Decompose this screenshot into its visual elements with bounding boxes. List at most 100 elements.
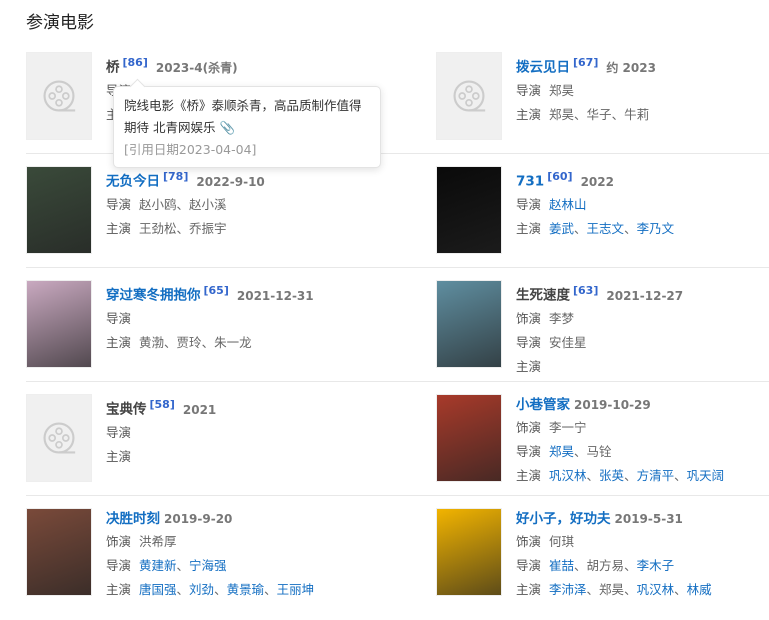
release-date: 2019-9-20: [164, 512, 233, 526]
movie-poster[interactable]: [26, 166, 92, 254]
link-icon[interactable]: 📎: [219, 120, 236, 135]
release-date: 2021-12-31: [236, 288, 314, 303]
reference-link[interactable]: [78]: [163, 170, 189, 183]
person-actors: 贾玲: [176, 334, 202, 350]
release-date: 2019-5-31: [614, 512, 683, 526]
role-line: 饰演 何琪: [516, 530, 712, 554]
role-label: 饰演: [516, 534, 542, 549]
reference-link[interactable]: [86]: [122, 56, 148, 69]
person-director: 胡方易: [586, 558, 625, 573]
person-actors[interactable]: 巩汉林: [549, 468, 587, 483]
film-reel-icon: [26, 394, 92, 482]
movie-poster[interactable]: [436, 280, 502, 368]
movie-poster[interactable]: [436, 394, 502, 482]
movie-poster[interactable]: [26, 508, 92, 596]
movie-title[interactable]: 731: [516, 173, 545, 190]
person-actors: 郑昊: [549, 106, 575, 122]
director-label: 导演: [516, 196, 542, 212]
person-director[interactable]: 郑昊: [549, 444, 575, 459]
person-actors[interactable]: 王志文: [586, 220, 625, 236]
actors-label: 主演: [106, 448, 132, 464]
separator: 、: [176, 558, 190, 573]
reference-link[interactable]: [67]: [573, 56, 599, 69]
person-director[interactable]: 黄建新: [139, 558, 177, 573]
film-reel-icon: [26, 52, 92, 140]
actors-label: 主演: [516, 468, 542, 483]
actors-line: 主演 姜武、王志文、李乃文: [516, 217, 674, 241]
movie-item: 小巷管家 2019-10-29 饰演 李一宁 导演 郑昊、马铨 主演 巩汉林、张英、方清平、…: [436, 394, 769, 495]
movie-item: 穿过寒冬拥抱你 [65] 2021-12-31 导演 主演 黄渤、贾玲、朱一龙: [26, 280, 436, 381]
separator: 、: [624, 468, 637, 483]
movie-item: 731 [60] 2022 导演 赵林山 主演 姜武、王志文、李乃文: [436, 166, 769, 267]
person-actors: 朱一龙: [214, 334, 252, 350]
reference-link[interactable]: [60]: [547, 170, 573, 183]
person-role: 何琪: [549, 534, 575, 549]
role-line: 饰演 李梦: [516, 307, 683, 331]
movie-title[interactable]: 小巷管家: [516, 397, 570, 413]
person-director: 安佳星: [549, 334, 587, 350]
movie-title: 生死速度: [516, 287, 570, 304]
person-actors[interactable]: 方清平: [636, 468, 675, 483]
person-director: 马铨: [586, 444, 612, 459]
person-actors[interactable]: 李沛泽: [549, 582, 587, 597]
actors-line: 主演: [516, 355, 683, 379]
release-date: 2021-12-27: [606, 288, 684, 303]
person-actors[interactable]: 王丽坤: [276, 582, 315, 597]
release-date: 2023-4(杀青): [155, 60, 238, 75]
film-reel-icon: [436, 52, 502, 140]
actors-label: 主演: [516, 358, 542, 374]
reference-link[interactable]: [58]: [149, 398, 175, 411]
reference-link[interactable]: [63]: [573, 284, 599, 297]
movie-poster[interactable]: [436, 508, 502, 596]
separator: 、: [176, 220, 190, 236]
director-label: 导演: [106, 424, 132, 440]
release-date: 2019-10-29: [574, 398, 651, 412]
reference-link[interactable]: [65]: [203, 284, 229, 297]
movie-row: 无负今日 [78] 2022-9-10 导演 赵小鸥、赵小溪 主演 王劲松、乔振宇 731…: [26, 154, 769, 268]
person-role: 洪希厚: [139, 534, 177, 549]
actors-label: 主演: [106, 582, 132, 597]
separator: 、: [624, 558, 637, 573]
separator: 、: [176, 582, 190, 597]
role-line: 饰演 洪希厚: [106, 530, 314, 554]
person-actors[interactable]: 黄景瑜: [226, 582, 265, 597]
separator: 、: [201, 334, 215, 350]
person-actors[interactable]: 唐国强: [139, 582, 177, 597]
movie-title[interactable]: 无负今日: [106, 173, 160, 190]
role-label: 饰演: [106, 534, 132, 549]
person-actors[interactable]: 巩天阔: [686, 468, 725, 483]
person-actors[interactable]: 刘劲: [189, 582, 215, 597]
director-line: 导演 安佳星: [516, 331, 683, 355]
person-director[interactable]: 李木子: [636, 558, 675, 573]
person-actors[interactable]: 巩汉林: [636, 582, 675, 597]
movie-title[interactable]: 决胜时刻: [106, 511, 160, 527]
person-director[interactable]: 赵林山: [549, 196, 587, 212]
movie-poster[interactable]: [436, 166, 502, 254]
role-label: 饰演: [516, 420, 542, 435]
person-director[interactable]: 崔喆: [549, 558, 575, 573]
separator: 、: [586, 582, 600, 597]
person-actors: 乔振宇: [189, 220, 227, 236]
person-actors[interactable]: 李乃文: [636, 220, 675, 236]
separator: 、: [176, 196, 190, 212]
actors-line: 主演 黄渤、贾玲、朱一龙: [106, 331, 314, 355]
release-date: 2021: [182, 402, 217, 417]
person-actors[interactable]: 姜武: [549, 220, 575, 236]
separator: 、: [586, 468, 600, 483]
separator: 、: [624, 220, 637, 236]
person-director[interactable]: 宁海强: [189, 558, 227, 573]
movie-item: 生死速度 [63] 2021-12-27 饰演 李梦 导演 安佳星主演: [436, 280, 769, 381]
director-label: 导演: [106, 196, 132, 212]
separator: 、: [611, 106, 625, 122]
movie-title[interactable]: 拨云见日: [516, 59, 570, 76]
movie-row: 宝典传 [58] 2021 导演 主演 小巷管家 2019-10-29 饰演 李一宁 导演郑…: [26, 382, 769, 496]
person-actors[interactable]: 林威: [686, 582, 712, 597]
reference-text[interactable]: 院线电影《桥》泰顺杀青，高品质制作值得期待 北青网娱乐: [124, 98, 362, 135]
person-actors[interactable]: 张英: [599, 468, 625, 483]
movie-title[interactable]: 穿过寒冬拥抱你: [106, 287, 201, 304]
movie-poster[interactable]: [26, 280, 92, 368]
person-actors: 郑昊: [599, 582, 625, 597]
movie-title[interactable]: 好小子，好功夫: [516, 511, 611, 527]
